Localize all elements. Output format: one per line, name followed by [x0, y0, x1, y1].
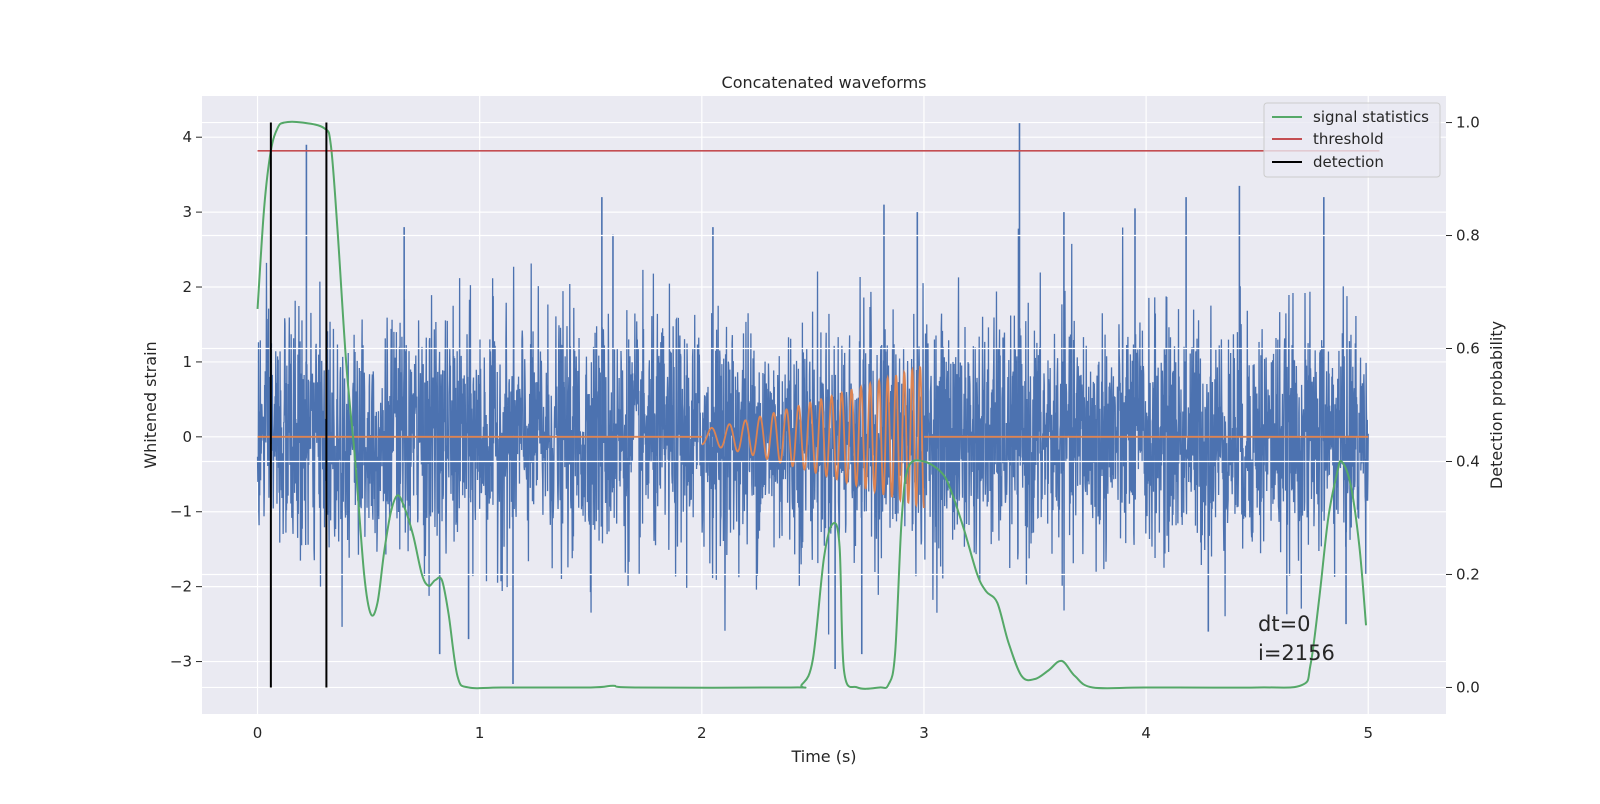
y-tick-label: 0: [182, 428, 192, 446]
signal-statistics-series: [256, 120, 1368, 690]
y-axis-title: Whitened strain: [141, 341, 160, 468]
legend-box: [1263, 102, 1441, 178]
x-tick-label: 2: [697, 724, 707, 742]
y2-tick-label: 0.4: [1456, 452, 1480, 470]
x-tick-label: 3: [919, 724, 929, 742]
y2-axis-title: Detection probability: [1487, 321, 1506, 489]
chirp-series: [257, 365, 1369, 509]
annotation-dt: dt=0: [1258, 612, 1311, 636]
y-tick-label: 4: [182, 128, 192, 146]
detection-series: [269, 122, 328, 688]
chart-title: Concatenated waveforms: [722, 73, 927, 92]
y2-axis-ticks: 0.0 0.2 0.4 0.6 0.8 1.0: [1446, 114, 1480, 696]
x-tick-label: 1: [475, 724, 485, 742]
y2-tick-label: 1.0: [1456, 114, 1480, 132]
x-axis-ticks: 0 1 2 3 4 5: [253, 724, 1373, 742]
annotation-index: i=2156: [1258, 641, 1335, 665]
y-tick-label: −2: [170, 578, 192, 596]
legend: signal statistics threshold detection: [1263, 102, 1441, 178]
x-tick-label: 4: [1141, 724, 1151, 742]
legend-label-detection: detection: [1313, 153, 1384, 171]
y-tick-label: 2: [182, 278, 192, 296]
y-tick-label: 1: [182, 353, 192, 371]
legend-label-threshold: threshold: [1313, 130, 1384, 148]
y2-tick-label: 0.6: [1456, 340, 1480, 358]
chirp-line: [701, 365, 925, 509]
x-tick-label: 5: [1363, 724, 1373, 742]
x-tick-label: 0: [253, 724, 263, 742]
right-axis-grid: [202, 121, 1446, 689]
y2-tick-label: 0.0: [1456, 678, 1480, 696]
signal-statistics-line: [256, 120, 1368, 690]
y2-tick-label: 0.2: [1456, 565, 1480, 583]
y-axis-ticks: −3 −2 −1 0 1 2 3 4: [170, 128, 202, 671]
x-axis-title: Time (s): [790, 747, 856, 766]
y2-tick-label: 0.8: [1456, 227, 1480, 245]
y-tick-label: 3: [182, 203, 192, 221]
legend-label-signal-statistics: signal statistics: [1313, 108, 1429, 126]
y-tick-label: −3: [170, 653, 192, 671]
y-tick-label: −1: [170, 503, 192, 521]
